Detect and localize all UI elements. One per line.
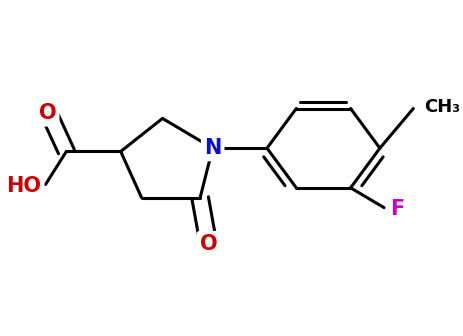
Text: HO: HO (6, 176, 41, 196)
Text: O: O (38, 103, 56, 123)
Text: O: O (199, 234, 217, 254)
Text: N: N (204, 138, 221, 158)
Text: CH₃: CH₃ (423, 98, 459, 116)
Text: F: F (389, 199, 404, 219)
